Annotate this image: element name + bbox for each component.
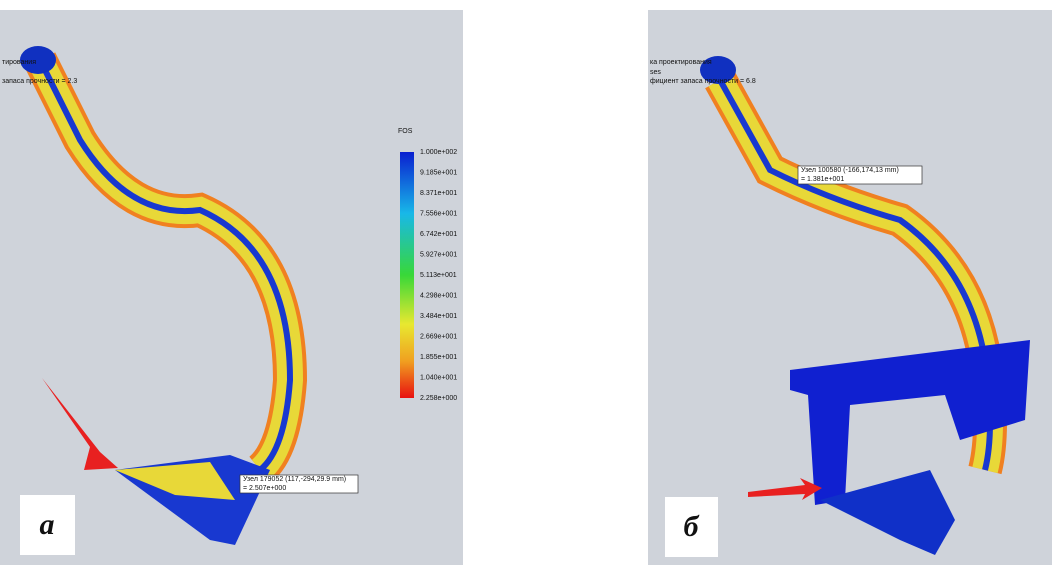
colorbar-label: 2.669e+001 — [420, 333, 457, 340]
colorbar-label: 7.556e+001 — [420, 210, 457, 217]
colorbar-label: 8.371e+001 — [420, 190, 457, 197]
header-text: фициент запаса прочности = 6.8 — [650, 78, 756, 85]
probe-text: = 2.507e+000 — [243, 485, 286, 492]
colorbar-label: 1.000e+002 — [420, 149, 457, 156]
colorbar — [400, 152, 414, 398]
colorbar-label: 1.855e+001 — [420, 354, 457, 361]
colorbar-label: 1.040e+001 — [420, 374, 457, 381]
probe-text: Узел 100580 (-166,174,13 mm) — [801, 167, 899, 174]
colorbar-label: 2.258e+000 — [420, 395, 457, 402]
panel-label: а — [40, 508, 55, 541]
colorbar-label: 9.185e+001 — [420, 169, 457, 176]
colorbar-label: 6.742e+001 — [420, 231, 457, 238]
colorbar-label: 3.484e+001 — [420, 313, 457, 320]
colorbar-title: FOS — [398, 128, 413, 135]
header-text: ка проектирования — [650, 59, 712, 66]
colorbar-label: 5.113e+001 — [420, 272, 457, 279]
figure: FOS 1.000e+002 9.185e+001 8.371e+001 7.556e… — [0, 0, 1052, 565]
header-text: ses — [650, 69, 661, 76]
probe-text: = 1.381e+001 — [801, 176, 844, 183]
probe-text: Узел 179052 (117,-294,29.9 mm) — [243, 476, 346, 483]
colorbar-label: 4.298e+001 — [420, 292, 457, 299]
header-text: тирования — [2, 59, 36, 66]
header-text: запаса прочности = 2.3 — [2, 78, 77, 85]
panel-label: б — [684, 510, 700, 543]
colorbar-label: 5.927e+001 — [420, 251, 457, 258]
